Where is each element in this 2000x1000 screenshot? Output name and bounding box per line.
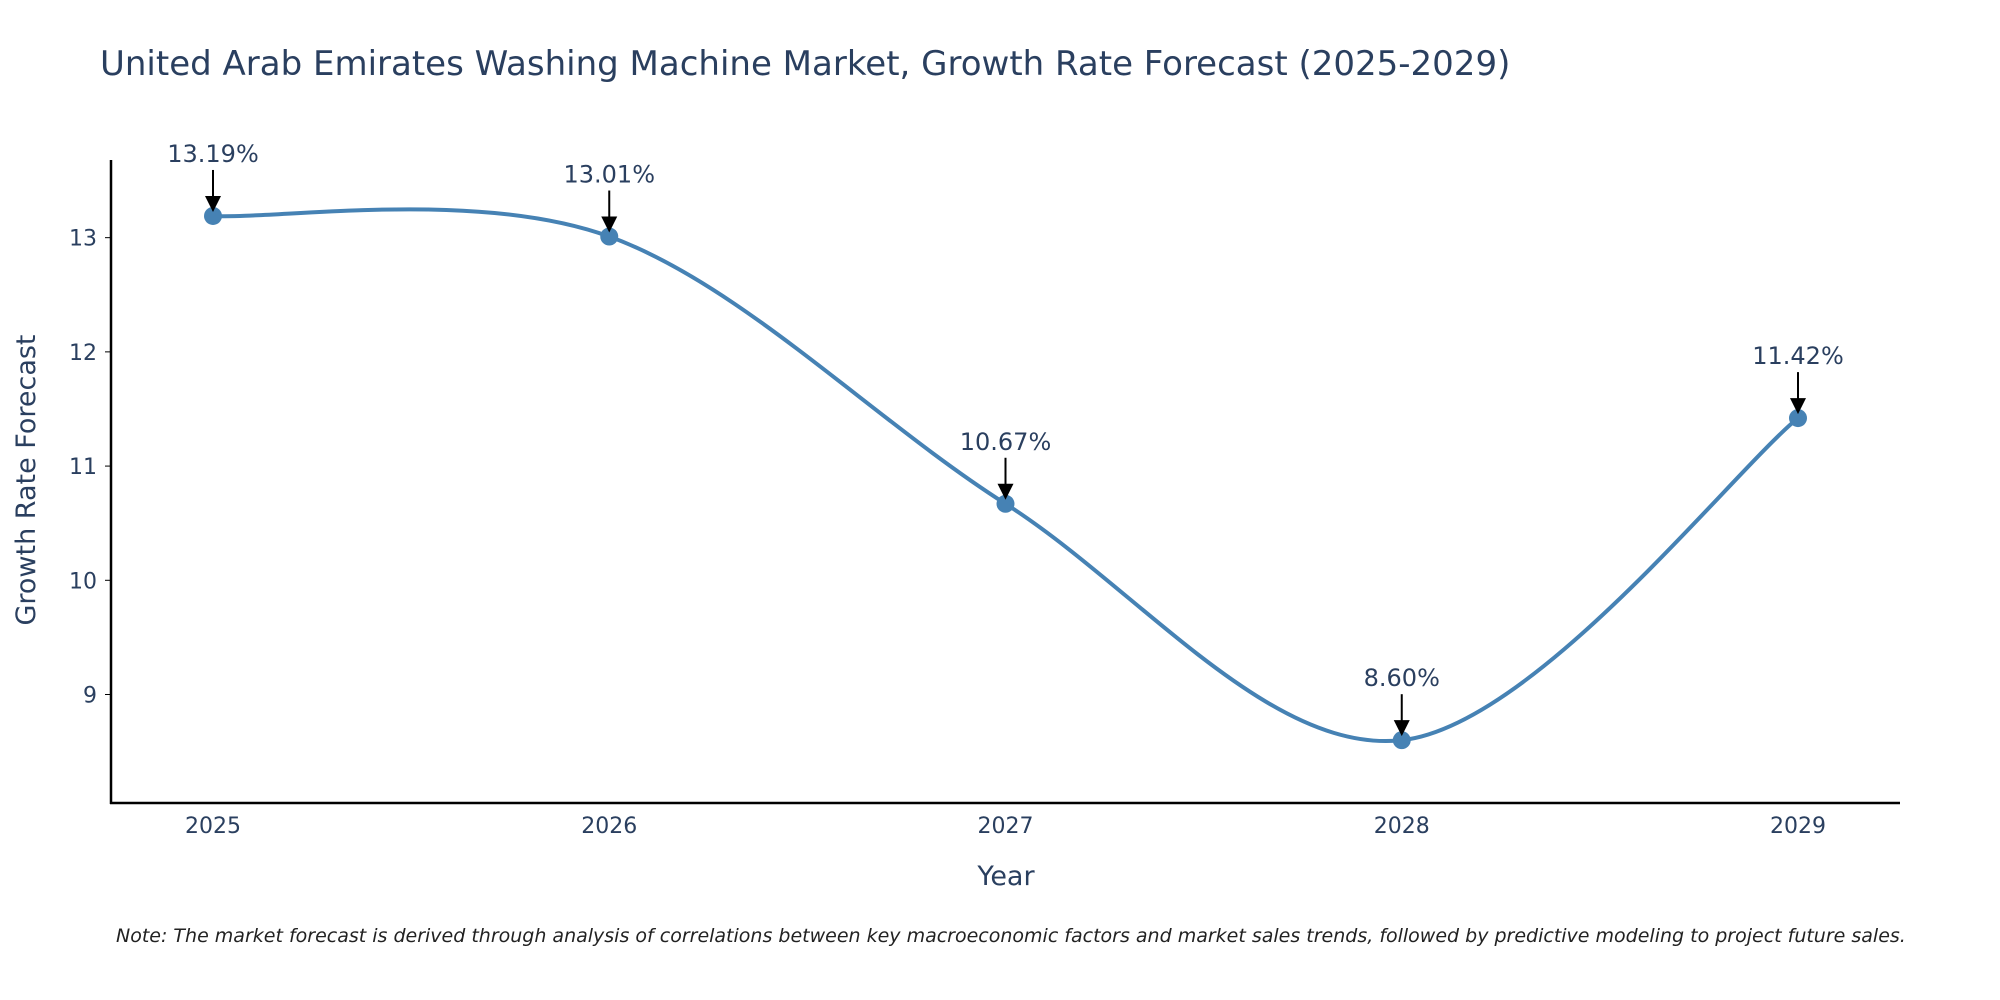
x-axis-title: Year xyxy=(976,861,1035,892)
y-ticks: 9 10 11 12 13 xyxy=(69,227,111,709)
data-label: 8.60% xyxy=(1364,664,1440,692)
y-tick-label: 11 xyxy=(69,455,97,480)
data-point xyxy=(204,206,222,225)
chart-title: United Arab Emirates Washing Machine Mar… xyxy=(100,44,1511,84)
data-points xyxy=(204,206,1807,750)
x-tick-label: 2026 xyxy=(581,814,637,839)
annotation-arrow-head xyxy=(205,195,221,212)
data-label: 11.42% xyxy=(1752,342,1844,370)
x-tick-label: 2028 xyxy=(1374,814,1430,839)
series-line xyxy=(212,207,1800,744)
data-point xyxy=(1789,409,1807,428)
data-point xyxy=(996,494,1015,513)
annotation-arrow-head xyxy=(1393,720,1410,737)
data-point xyxy=(1392,731,1411,750)
y-tick-label: 12 xyxy=(69,341,97,366)
data-label: 13.19% xyxy=(167,140,259,168)
y-axis-title: Growth Rate Forecast xyxy=(11,334,42,625)
y-tick-label: 13 xyxy=(69,227,97,252)
x-tick-label: 2025 xyxy=(185,814,241,839)
y-tick-label: 10 xyxy=(69,569,97,594)
data-labels: 13.19% 13.01% 10.67% 8.60% 11.42% xyxy=(167,140,1844,737)
data-label: 13.01% xyxy=(563,161,655,189)
annotation-arrow-head xyxy=(997,483,1014,500)
y-tick-label: 9 xyxy=(83,684,97,709)
data-point xyxy=(600,227,619,246)
x-tick-label: 2027 xyxy=(978,814,1034,839)
data-label: 10.67% xyxy=(960,428,1052,456)
chart-note: Note: The market forecast is derived thr… xyxy=(116,925,1906,947)
annotation-arrow-head xyxy=(601,216,618,233)
x-tick-label: 2029 xyxy=(1770,814,1826,839)
x-ticks: 2025 2026 2027 2028 2029 xyxy=(185,814,1826,839)
axes xyxy=(109,160,1900,805)
annotation-arrow-head xyxy=(1790,398,1806,415)
